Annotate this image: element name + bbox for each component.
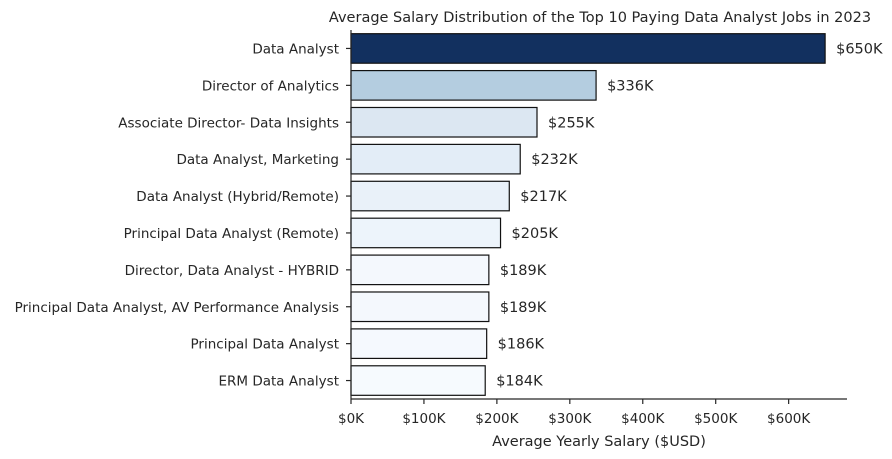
value-label-5: $217K bbox=[520, 189, 567, 205]
value-label-2: $336K bbox=[607, 78, 654, 94]
value-labels-group: $650K $336K $255K $232K $217K $205K $189K $189K… bbox=[496, 41, 883, 389]
category-label-3: Associate Director- Data Insights bbox=[118, 115, 339, 131]
category-label-4: Data Analyst, Marketing bbox=[176, 152, 339, 168]
category-label-2: Director of Analytics bbox=[202, 78, 339, 94]
category-label-8: Principal Data Analyst, AV Performance A… bbox=[15, 300, 339, 316]
bar-2 bbox=[350, 69, 597, 101]
y-axis: Data Analyst Director of Analytics Associa… bbox=[15, 30, 352, 399]
chart-title: Average Salary Distribution of the Top 1… bbox=[329, 10, 871, 26]
category-label-6: Principal Data Analyst (Remote) bbox=[124, 226, 339, 242]
bar-5 bbox=[350, 180, 510, 212]
bar-7 bbox=[350, 254, 490, 286]
category-label-5: Data Analyst (Hybrid/Remote) bbox=[136, 189, 339, 205]
x-tick-label-5: $400K bbox=[621, 411, 665, 427]
category-label-7: Director, Data Analyst - HYBRID bbox=[125, 263, 339, 279]
x-tick-label-1: $0K bbox=[338, 411, 365, 427]
x-tick-label-6: $500K bbox=[694, 411, 738, 427]
category-label-1: Data Analyst bbox=[252, 41, 339, 57]
value-label-6: $205K bbox=[512, 226, 559, 242]
value-label-9: $186K bbox=[498, 337, 545, 353]
x-tick-label-4: $300K bbox=[548, 411, 592, 427]
x-tick-label-7: $600K bbox=[767, 411, 811, 427]
value-label-10: $184K bbox=[496, 374, 543, 390]
x-tick-label-3: $200K bbox=[475, 411, 519, 427]
bar-10 bbox=[350, 365, 486, 396]
value-label-1: $650K bbox=[836, 41, 883, 57]
value-label-8: $189K bbox=[500, 300, 547, 316]
value-label-4: $232K bbox=[531, 152, 578, 168]
category-label-10: ERM Data Analyst bbox=[218, 374, 339, 390]
x-tick-label-2: $100K bbox=[402, 411, 446, 427]
value-label-3: $255K bbox=[548, 115, 595, 131]
bar-9 bbox=[350, 328, 488, 360]
bar-1 bbox=[350, 33, 826, 64]
value-label-7: $189K bbox=[500, 263, 547, 279]
bar-4 bbox=[350, 143, 521, 175]
bar-3 bbox=[350, 106, 538, 138]
bars-group bbox=[350, 33, 826, 396]
x-axis-title: Average Yearly Salary ($USD) bbox=[492, 434, 706, 450]
bar-6 bbox=[350, 217, 502, 249]
bar-8 bbox=[350, 291, 490, 323]
category-label-9: Principal Data Analyst bbox=[191, 337, 339, 353]
x-axis: $0K $100K $200K $300K $400K $500K $600K bbox=[338, 398, 847, 427]
